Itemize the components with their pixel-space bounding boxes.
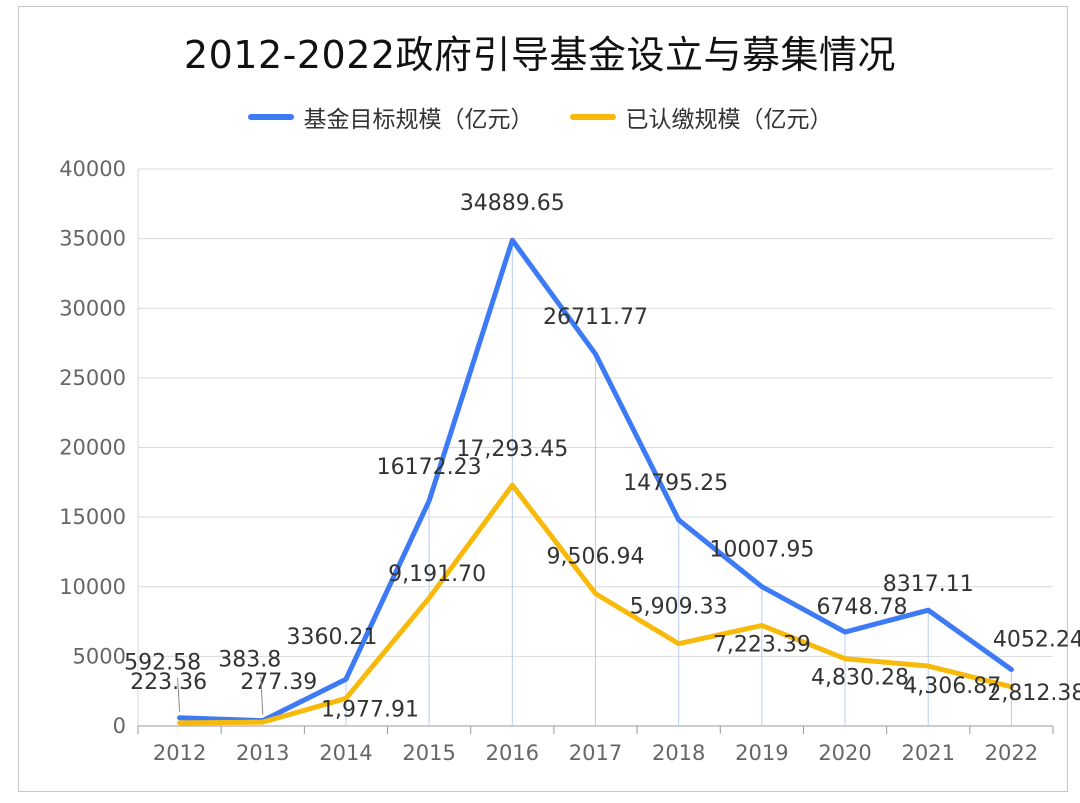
data-label-target: 3360.21	[286, 625, 377, 650]
label-leader	[260, 676, 264, 715]
x-tick-label: 2015	[402, 741, 455, 765]
y-tick-label: 15000	[59, 505, 126, 529]
x-tick-label: 2019	[735, 741, 788, 765]
data-label-subscribed: 9,191.70	[388, 562, 486, 587]
data-label-subscribed: 1,977.91	[321, 697, 419, 722]
data-label-target: 26711.77	[543, 305, 648, 330]
y-tick-label: 5000	[73, 644, 126, 668]
y-tick-label: 40000	[59, 157, 126, 181]
y-tick-label: 30000	[59, 296, 126, 320]
data-label-subscribed: 7,223.39	[713, 632, 811, 657]
x-tick-label: 2020	[818, 741, 871, 765]
data-label-subscribed: 9,506.94	[547, 545, 645, 570]
legend-swatch-subscribed	[569, 114, 616, 120]
series-line-subscribed	[177, 482, 1014, 726]
x-tick-label: 2016	[486, 741, 539, 765]
y-tick-label: 0	[113, 714, 126, 738]
data-label-target: 14795.25	[623, 471, 728, 496]
data-label-subscribed: 5,909.33	[630, 595, 728, 620]
y-tick-label: 20000	[59, 436, 126, 460]
data-label-subscribed: 4,306.87	[903, 674, 1001, 699]
x-tick-label: 2014	[319, 741, 372, 765]
data-label-target: 4052.24	[993, 628, 1080, 653]
legend-label-subscribed: 已认缴规模（亿元）	[625, 107, 833, 133]
series-line-target	[177, 237, 1014, 724]
legend-label-target: 基金目标规模（亿元）	[303, 107, 534, 133]
data-label-target: 34889.65	[460, 191, 565, 216]
x-tick-label: 2021	[902, 741, 955, 765]
chart-legend: 基金目标规模（亿元） 已认缴规模（亿元）	[0, 100, 1080, 134]
data-label-target: 592.58	[124, 651, 201, 676]
data-label-target: 16172.23	[377, 455, 482, 480]
data-label-subscribed: 2,812.38	[987, 681, 1080, 706]
x-tick-label: 2012	[153, 741, 206, 765]
x-tick-label: 2018	[652, 741, 705, 765]
data-label-target: 383.8	[218, 648, 281, 673]
legend-item-subscribed[interactable]: 已认缴规模（亿元）	[569, 100, 833, 134]
x-tick-label: 2017	[569, 741, 622, 765]
y-tick-label: 10000	[59, 575, 126, 599]
label-leader	[177, 677, 181, 712]
legend-swatch-target	[247, 114, 294, 120]
data-label-target: 8317.11	[883, 572, 974, 597]
y-tick-label: 25000	[59, 366, 126, 390]
data-label-target: 6748.78	[817, 595, 908, 620]
data-label-subscribed: 17,293.45	[456, 437, 568, 462]
y-tick-label: 35000	[59, 227, 126, 251]
data-label-subscribed: 277.39	[240, 670, 317, 695]
chart-title: 2012-2022政府引导基金设立与募集情况	[183, 33, 897, 77]
x-tick-label: 2022	[985, 741, 1038, 765]
x-tick-label: 2013	[236, 741, 289, 765]
legend-item-target[interactable]: 基金目标规模（亿元）	[247, 100, 534, 134]
data-label-subscribed: 4,830.28	[811, 666, 909, 691]
data-label-subscribed: 223.36	[130, 670, 207, 695]
data-label-target: 10007.95	[709, 538, 814, 563]
